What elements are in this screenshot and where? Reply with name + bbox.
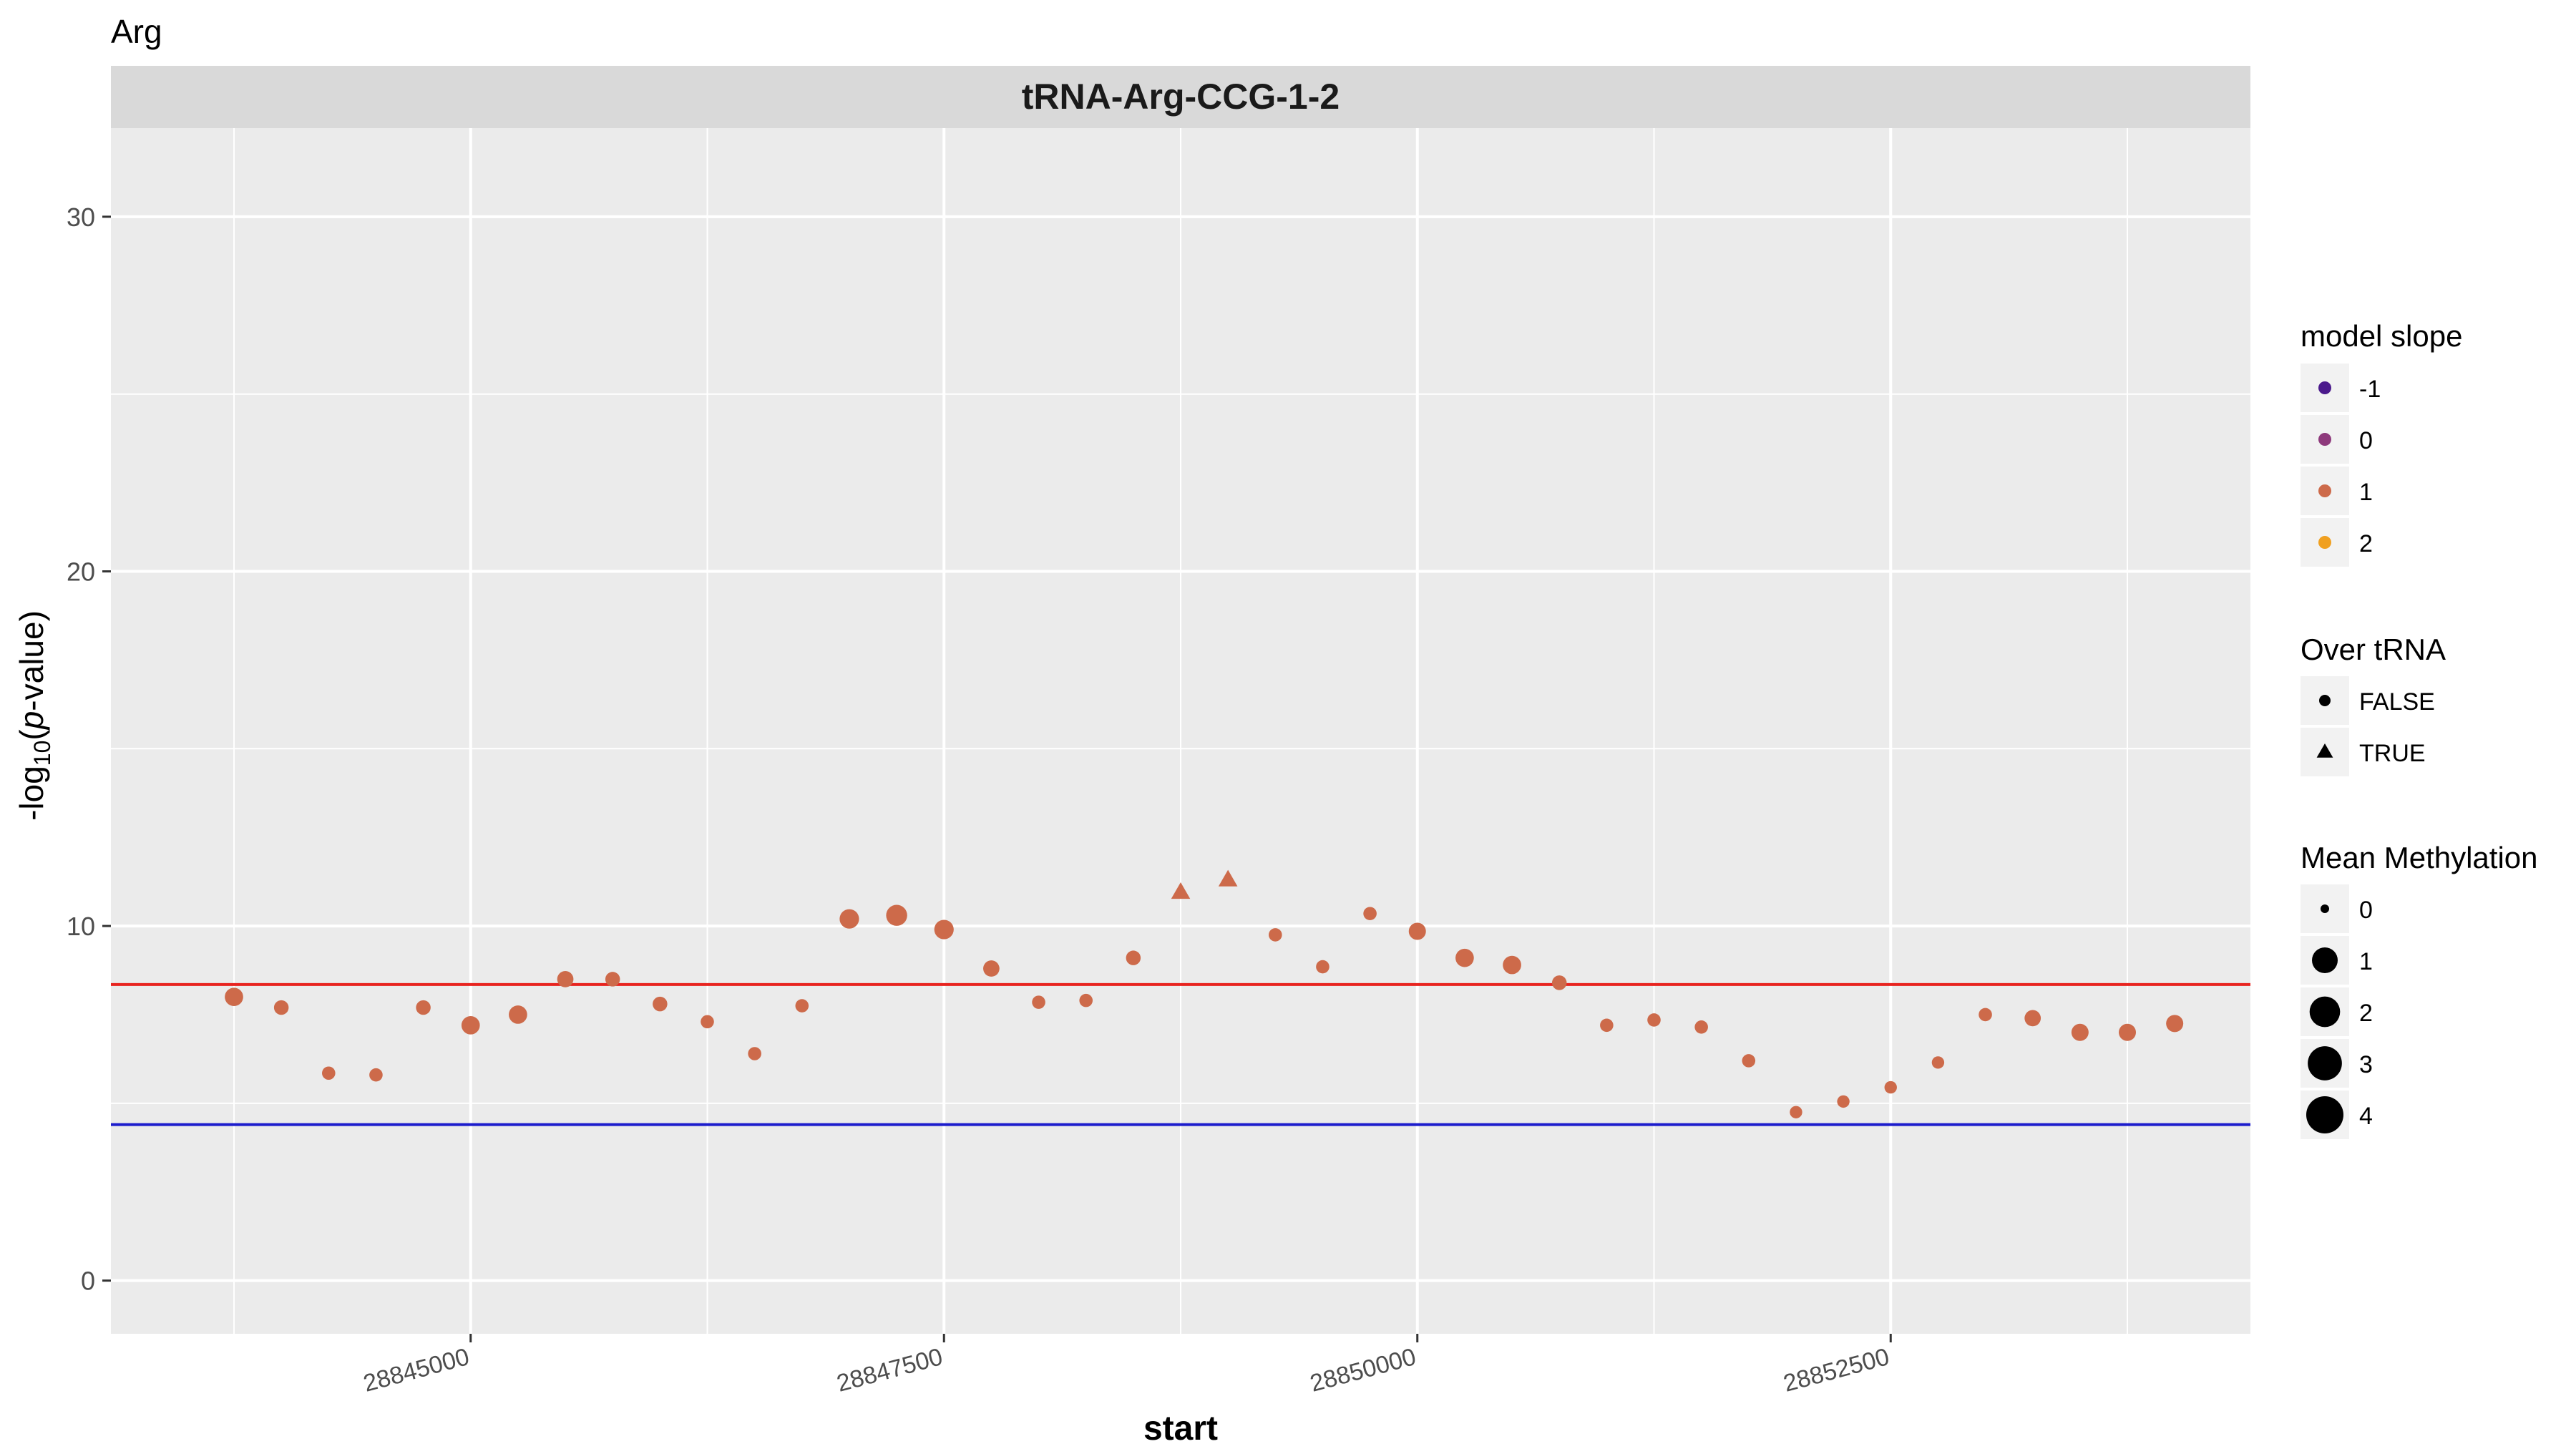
legend-mean-methylation: Mean Methylation 0 1 2 3 4 [2301,841,2538,1139]
legend-meth-label: 4 [2359,1103,2373,1130]
legend-meth-label: 2 [2359,1000,2373,1027]
data-point [1790,1106,1802,1118]
data-point [509,1005,527,1024]
data-point [1408,922,1426,940]
data-point [2024,1010,2041,1027]
y-tick-label: 10 [67,912,95,941]
data-point [322,1066,336,1080]
data-point [839,909,859,929]
threshold-lines [111,982,2250,1126]
legend-slope-label: -1 [2359,376,2381,403]
data-point [1363,907,1377,921]
data-point [1979,1008,1992,1022]
y-axis: 0 10 20 30 [67,203,111,1296]
data-point [1032,995,1045,1009]
data-point [1503,955,1521,975]
data-point [1455,948,1474,967]
data-point [983,960,1000,977]
data-point [1694,1020,1708,1034]
y-tick-label: 20 [67,557,95,586]
data-point [1079,993,1093,1008]
data-point [1551,975,1567,990]
data-point [748,1047,761,1060]
data-point-triangle [1218,869,1238,887]
data-point [886,904,907,926]
legend-meth-swatch [2309,996,2341,1028]
data-point [369,1068,383,1082]
legend-over-title: Over tRNA [2301,633,2446,666]
data-point [1316,960,1330,974]
data-point [1742,1054,1756,1068]
legend-over-label: TRUE [2359,740,2426,767]
data-point [1600,1018,1614,1033]
legend-meth-title: Mean Methylation [2301,841,2538,874]
data-point [1269,928,1282,942]
legend-meth-swatch [2321,904,2329,913]
legend-over-trna: Over tRNA FALSE TRUE [2301,633,2446,776]
data-point [1837,1095,1850,1108]
legend-meth-label: 0 [2359,897,2373,924]
legend-slope-swatch [2318,381,2331,394]
legend-meth-label: 1 [2359,948,2373,975]
legend-slope-label: 2 [2359,530,2373,557]
y-axis-title-prefix: -log [13,766,50,821]
data-point [795,999,809,1013]
legend-slope-swatch [2318,484,2331,497]
x-axis-title: start [1143,1410,1218,1448]
grid-major [111,128,2250,1334]
legend-meth-swatch [2308,1046,2342,1080]
data-point [701,1015,714,1029]
legend-model-slope: model slope -1 0 1 2 [2301,319,2462,567]
data-point [934,919,954,940]
data-points [225,869,2184,1118]
legend-meth-label: 3 [2359,1051,2373,1078]
legend-meth-swatch [2312,947,2338,973]
page-title: Arg [111,13,162,50]
data-point [225,987,243,1007]
data-point [273,1000,289,1015]
y-axis-title-open-paren: ( [13,729,50,741]
data-point [1884,1080,1897,1094]
data-point [1647,1013,1661,1027]
legend-slope-label: 0 [2359,427,2373,454]
y-axis-title-suffix: -value) [13,610,50,711]
data-point [416,1000,431,1015]
data-point-triangle [1171,882,1191,899]
legend-triangle-icon [2316,743,2333,758]
data-point [653,996,668,1012]
legend-slope-swatch [2318,433,2331,446]
y-axis-title-p: p [13,711,50,731]
data-point [2166,1015,2184,1033]
data-point [2071,1023,2089,1041]
facet-label: tRNA-Arg-CCG-1-2 [1022,77,1340,117]
y-tick-label: 30 [67,203,95,232]
facet-strip [111,66,2250,128]
legend-meth-swatch [2306,1096,2343,1133]
data-point [605,972,620,987]
grid-minor [111,128,2250,1334]
data-point [2119,1023,2137,1041]
data-point [557,971,574,987]
data-point [1931,1056,1945,1069]
legend-over-label: FALSE [2359,688,2435,716]
data-point [461,1015,480,1035]
legend-circle-icon [2319,695,2331,706]
legend-slope-title: model slope [2301,319,2462,353]
y-tick-label: 0 [81,1267,95,1296]
data-point [1126,950,1141,965]
y-axis-title-subscript: 10 [29,741,55,766]
legend-slope-swatch [2318,536,2331,549]
y-axis-title: -log10(p-value) [13,610,55,821]
legend-slope-label: 1 [2359,479,2373,506]
